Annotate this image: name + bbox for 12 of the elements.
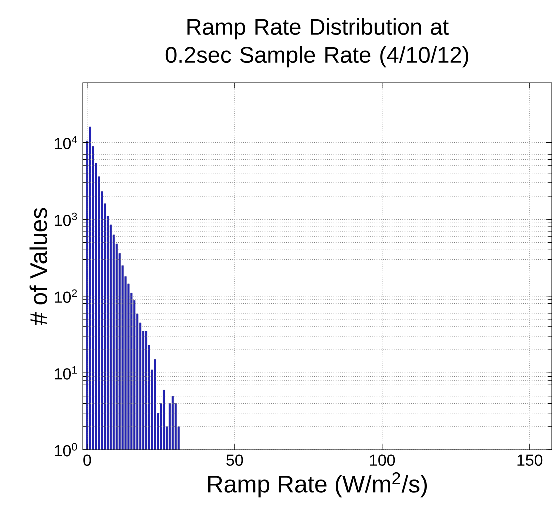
y-tick-label: 10$^{0}$	[55, 443, 78, 457]
x-axis-title: Ramp Rate (W/m$^{2}$/s)	[208, 472, 428, 498]
y-tick-label: 10$^{4}$	[55, 136, 78, 150]
x-tick-label: 0	[84, 454, 92, 466]
y-axis-title: # of Values	[30, 208, 48, 326]
y-tick-label: 10$^{1}$	[55, 366, 78, 380]
y-tick-label: 10$^{2}$	[55, 290, 78, 304]
chart-title: Ramp Rate Distribution at 0.2sec Sample Rate (4/10/12)	[166, 18, 468, 68]
x-tick-label: 100	[370, 454, 396, 466]
y-tick-label: 10$^{3}$	[55, 212, 78, 226]
x-tick-label: 50	[226, 454, 244, 466]
x-tick-label: 150	[518, 454, 543, 466]
